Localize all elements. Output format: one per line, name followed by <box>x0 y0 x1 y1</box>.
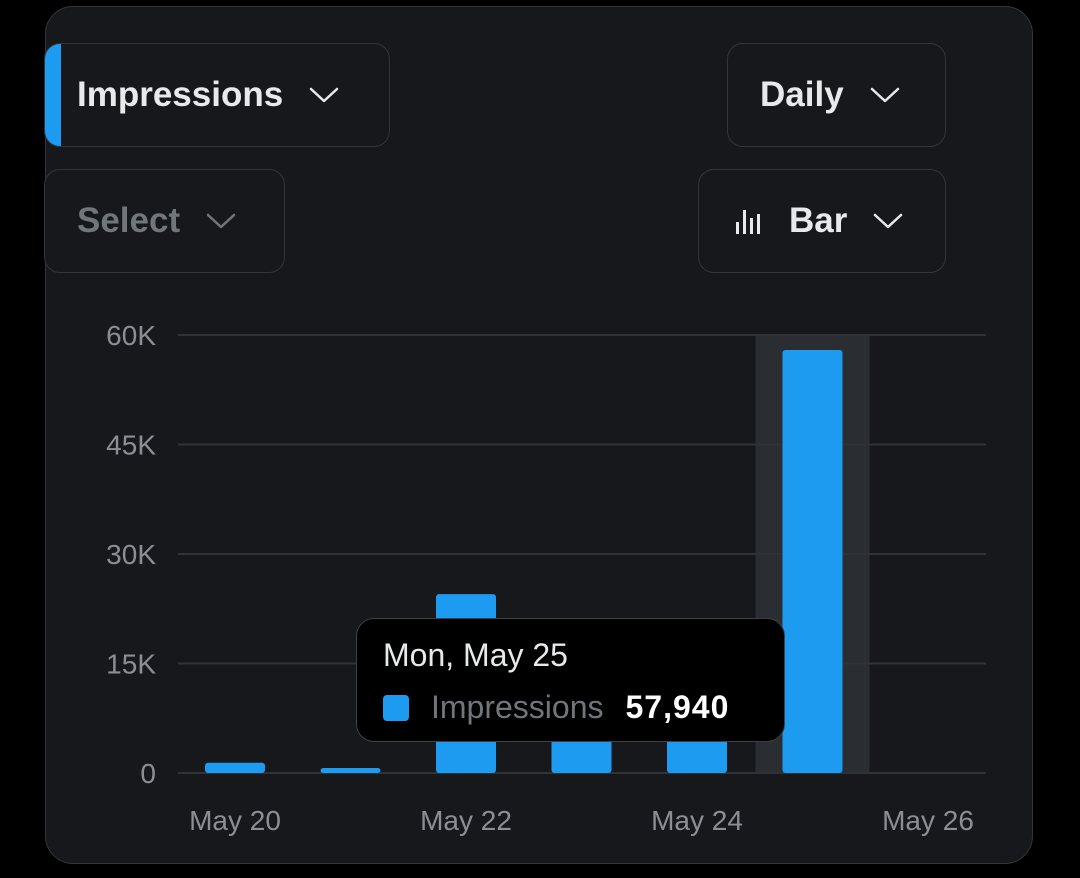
compare-dropdown-label: Select <box>77 201 181 240</box>
metric-dropdown[interactable]: Impressions <box>44 43 390 147</box>
y-tick-label: 60K <box>106 320 156 351</box>
bar[interactable] <box>782 350 843 773</box>
tooltip-series-swatch <box>383 694 409 721</box>
x-tick-label: May 20 <box>189 805 281 836</box>
tooltip-date: Mon, May 25 <box>383 637 568 673</box>
y-tick-label: 30K <box>106 539 156 570</box>
tooltip-series-name: Impressions <box>431 689 604 725</box>
tooltip-value: 57,940 <box>625 689 730 725</box>
y-tick-label: 0 <box>140 758 156 789</box>
metric-color-indicator <box>45 44 61 146</box>
x-tick-label: May 22 <box>420 805 512 836</box>
interval-dropdown[interactable]: Daily <box>727 43 946 147</box>
chart-tooltip: Mon, May 25 Impressions 57,940 <box>356 618 785 742</box>
chart-type-dropdown-label: Bar <box>789 201 848 240</box>
y-tick-label: 45K <box>106 430 156 461</box>
chevron-down-icon <box>206 212 236 230</box>
chart-type-dropdown[interactable]: Bar <box>698 169 946 273</box>
chevron-down-icon <box>873 212 903 230</box>
bar[interactable] <box>320 768 381 773</box>
bar[interactable] <box>205 762 265 773</box>
y-tick-label: 15K <box>106 649 156 680</box>
tooltip-row: Impressions 57,940 <box>383 689 758 726</box>
x-tick-label: May 24 <box>651 805 743 836</box>
bar-chart-icon <box>735 208 763 234</box>
chevron-down-icon <box>870 86 900 104</box>
chevron-down-icon <box>309 86 339 104</box>
compare-dropdown[interactable]: Select <box>44 169 285 273</box>
x-tick-label: May 26 <box>882 805 974 836</box>
interval-dropdown-label: Daily <box>760 75 844 114</box>
metric-dropdown-label: Impressions <box>77 75 284 114</box>
